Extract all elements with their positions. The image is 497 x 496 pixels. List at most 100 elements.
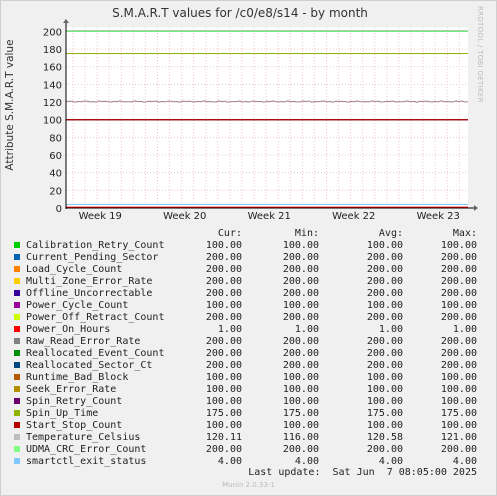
legend-max: 1.00	[452, 324, 477, 335]
legend-cur: 200.00	[205, 360, 242, 371]
legend-avg: 1.00	[378, 324, 403, 335]
legend-swatch	[14, 386, 20, 392]
legend-swatch	[14, 410, 20, 416]
legend-cur: 1.00	[217, 324, 242, 335]
legend-swatch	[14, 458, 20, 464]
legend-cur: 100.00	[205, 240, 242, 251]
legend-min: 100.00	[282, 300, 319, 311]
header-max: Max:	[452, 228, 477, 239]
legend-min: 100.00	[282, 384, 319, 395]
legend-max: 200.00	[440, 276, 477, 287]
legend-max: 100.00	[440, 240, 477, 251]
legend-swatch	[14, 278, 20, 284]
legend-item: Current_Pending_Sector 200.00 200.00 200.00…	[0, 252, 497, 264]
legend-cur: 200.00	[205, 276, 242, 287]
legend-min: 200.00	[282, 444, 319, 455]
legend-swatch	[14, 326, 20, 332]
legend-max: 121.00	[440, 432, 477, 443]
legend-item: Raw_Read_Error_Rate 200.00 200.00 200.00 200…	[0, 336, 497, 348]
legend-item: Reallocated_Event_Count 200.00 200.00 200.0…	[0, 348, 497, 360]
plot-background	[66, 27, 468, 208]
legend-min: 200.00	[282, 312, 319, 323]
legend-cur: 100.00	[205, 420, 242, 431]
y-tick-label: 80	[49, 133, 62, 144]
legend-item: Runtime_Bad_Block 100.00 100.00 100.00 100.0…	[0, 372, 497, 384]
legend-swatch	[14, 362, 20, 368]
legend-swatch	[14, 266, 20, 272]
y-tick-label: 160	[43, 63, 62, 74]
legend-cur: 200.00	[205, 264, 242, 275]
legend-swatch	[14, 374, 20, 380]
legend-item: Power_On_Hours 1.00 1.00 1.00 1.00	[0, 324, 497, 336]
legend-label: Start_Stop_Count	[26, 420, 123, 431]
legend-swatch	[14, 338, 20, 344]
legend-item: Calibration_Retry_Count 100.00 100.00 100.0…	[0, 240, 497, 252]
legend-label: Reallocated_Event_Count	[26, 348, 165, 359]
legend-item: Power_Off_Retract_Count 200.00 200.00 200.0…	[0, 312, 497, 324]
header-cur: Cur:	[217, 228, 242, 239]
legend-min: 175.00	[282, 408, 319, 419]
legend-avg: 200.00	[366, 252, 403, 263]
legend-max: 100.00	[440, 420, 477, 431]
legend-label: Raw_Read_Error_Rate	[26, 336, 141, 347]
legend-max: 200.00	[440, 444, 477, 455]
legend-label: Runtime_Bad_Block	[26, 372, 129, 383]
x-axis-arrow	[474, 205, 478, 211]
legend-max: 200.00	[440, 252, 477, 263]
legend-max: 175.00	[440, 408, 477, 419]
legend-label: Spin_Retry_Count	[26, 396, 123, 407]
legend-avg: 100.00	[366, 240, 403, 251]
legend-swatch	[14, 434, 20, 440]
y-tick-label: 140	[43, 80, 62, 91]
legend-swatch	[14, 290, 20, 296]
legend-max: 200.00	[440, 264, 477, 275]
legend-label: Power_On_Hours	[26, 324, 111, 335]
legend-label: Offline_Uncorrectable	[26, 288, 153, 299]
legend-max: 100.00	[440, 396, 477, 407]
series-line	[65, 100, 469, 103]
y-axis-arrow	[63, 19, 69, 23]
legend-avg: 200.00	[366, 312, 403, 323]
legend-swatch	[14, 314, 20, 320]
legend-avg: 120.58	[366, 432, 403, 443]
legend-max: 100.00	[440, 384, 477, 395]
legend-label: Current_Pending_Sector	[26, 252, 159, 263]
legend-min: 100.00	[282, 372, 319, 383]
legend-swatch	[14, 302, 20, 308]
header-avg: Avg:	[378, 228, 403, 239]
y-tick-label: 180	[43, 45, 62, 56]
legend-cur: 200.00	[205, 348, 242, 359]
chart-area: 0 20 40 60 80 100 120 140 160 180 200 Week 19 Week 2…	[43, 19, 478, 222]
legend-min: 200.00	[282, 252, 319, 263]
legend-avg: 100.00	[366, 372, 403, 383]
legend-item: Spin_Up_Time 175.00 175.00 175.00 175.00	[0, 408, 497, 420]
legend-max: 100.00	[440, 300, 477, 311]
legend-max: 200.00	[440, 348, 477, 359]
legend-min: 200.00	[282, 264, 319, 275]
legend-max: 200.00	[440, 288, 477, 299]
legend-max: 4.00	[452, 456, 477, 467]
legend-label: Calibration_Retry_Count	[26, 240, 165, 251]
legend-avg: 4.00	[378, 456, 403, 467]
legend-avg: 200.00	[366, 360, 403, 371]
legend-cur: 100.00	[205, 384, 242, 395]
legend-label: Load_Cycle_Count	[26, 264, 123, 275]
legend-swatch	[14, 254, 20, 260]
legend-avg: 100.00	[366, 384, 403, 395]
legend-swatch	[14, 446, 20, 452]
legend-avg: 100.00	[366, 420, 403, 431]
legend-max: 200.00	[440, 360, 477, 371]
legend-item: Start_Stop_Count 100.00 100.00 100.00 100.00	[0, 420, 497, 432]
legend-min: 100.00	[282, 396, 319, 407]
legend-avg: 200.00	[366, 348, 403, 359]
legend-swatch	[14, 398, 20, 404]
legend-label: Power_Cycle_Count	[26, 300, 129, 311]
legend-avg: 175.00	[366, 408, 403, 419]
x-tick-label: Week 23	[417, 211, 460, 222]
legend-label: Power_Off_Retract_Count	[26, 312, 165, 323]
legend-item: Power_Cycle_Count 100.00 100.00 100.00 100.0…	[0, 300, 497, 312]
legend-max: 100.00	[440, 372, 477, 383]
legend-swatch	[14, 422, 20, 428]
legend-item: Seek_Error_Rate 100.00 100.00 100.00 100.00	[0, 384, 497, 396]
legend-avg: 100.00	[366, 396, 403, 407]
